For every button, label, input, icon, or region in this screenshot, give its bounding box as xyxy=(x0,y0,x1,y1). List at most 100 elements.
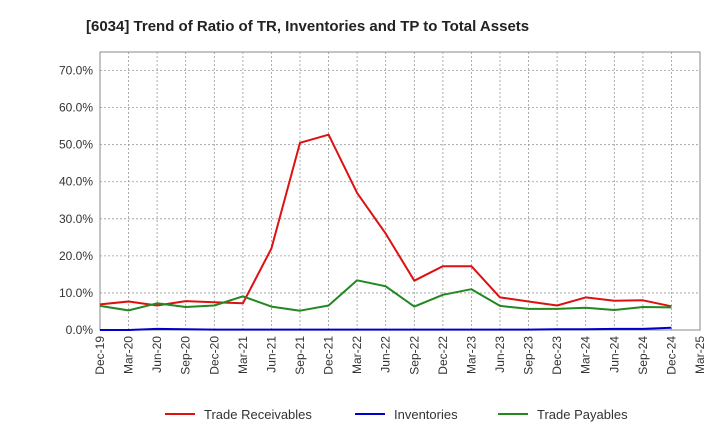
x-tick-label: Jun-23 xyxy=(493,336,507,373)
data-point xyxy=(270,247,272,249)
data-point xyxy=(613,328,615,330)
data-point xyxy=(642,299,644,301)
y-tick-label: 30.0% xyxy=(59,212,93,226)
x-tick-label: Jun-20 xyxy=(150,336,164,373)
x-tick-label: Dec-19 xyxy=(93,336,107,375)
x-tick-label: Sep-20 xyxy=(179,336,193,375)
data-point xyxy=(585,328,587,330)
x-tick-label: Mar-23 xyxy=(464,336,478,374)
data-point xyxy=(185,300,187,302)
x-tick-label: Mar-24 xyxy=(579,336,593,374)
data-point xyxy=(442,294,444,296)
chart-title: [6034] Trend of Ratio of TR, Inventories… xyxy=(86,18,529,35)
data-point xyxy=(585,296,587,298)
x-tick-label: Dec-20 xyxy=(207,336,221,375)
data-point xyxy=(127,300,129,302)
data-point xyxy=(242,302,244,304)
data-point xyxy=(299,328,301,330)
data-point xyxy=(327,328,329,330)
data-point xyxy=(242,295,244,297)
series-line xyxy=(99,133,672,308)
data-point xyxy=(413,328,415,330)
y-tick-label: 70.0% xyxy=(59,64,93,78)
data-point xyxy=(527,328,529,330)
x-tick-label: Jun-22 xyxy=(379,336,393,373)
data-point xyxy=(99,305,101,307)
data-point xyxy=(556,308,558,310)
x-tick-label: Sep-22 xyxy=(407,336,421,375)
data-point xyxy=(413,280,415,282)
data-point xyxy=(356,192,358,194)
data-point xyxy=(156,328,158,330)
data-point xyxy=(156,304,158,306)
data-point xyxy=(127,309,129,311)
y-tick-label: 20.0% xyxy=(59,249,93,263)
data-point xyxy=(670,306,672,308)
data-point xyxy=(327,133,329,135)
data-point xyxy=(299,310,301,312)
grid xyxy=(99,52,701,330)
data-point xyxy=(413,305,415,307)
data-point xyxy=(127,329,129,331)
series-line xyxy=(100,326,672,331)
x-tick-label: Dec-22 xyxy=(436,336,450,375)
data-point xyxy=(270,305,272,307)
data-point xyxy=(242,328,244,330)
data-point xyxy=(327,304,329,306)
data-point xyxy=(556,304,558,306)
data-point xyxy=(185,306,187,308)
x-tick-label: Mar-21 xyxy=(236,336,250,374)
data-point xyxy=(213,301,215,303)
data-point xyxy=(470,288,472,290)
series-lines xyxy=(99,133,672,331)
x-tick-label: Jun-21 xyxy=(264,336,278,373)
data-point xyxy=(470,265,472,267)
x-tick-label: Mar-22 xyxy=(350,336,364,374)
data-point xyxy=(213,304,215,306)
series-line xyxy=(99,279,672,312)
x-tick-label: Sep-23 xyxy=(522,336,536,375)
data-point xyxy=(156,302,158,304)
x-tick-label: Mar-20 xyxy=(122,336,136,374)
data-point xyxy=(213,328,215,330)
data-point xyxy=(385,328,387,330)
x-tick-label: Sep-21 xyxy=(293,336,307,375)
data-point xyxy=(442,328,444,330)
y-tick-label: 50.0% xyxy=(59,138,93,152)
data-point xyxy=(470,328,472,330)
x-tick-label: Dec-21 xyxy=(322,336,336,375)
x-tick-label: Mar-25 xyxy=(693,336,707,374)
data-point xyxy=(613,309,615,311)
data-point xyxy=(527,300,529,302)
data-point xyxy=(499,305,501,307)
data-point xyxy=(356,328,358,330)
data-point xyxy=(442,265,444,267)
x-tick-label: Dec-24 xyxy=(664,336,678,375)
legend-label: Trade Payables xyxy=(537,407,628,422)
x-tick-label: Sep-24 xyxy=(636,336,650,375)
data-point xyxy=(299,142,301,144)
x-tick-label: Dec-23 xyxy=(550,336,564,375)
legend: Trade Receivables Inventories Trade Payabl… xyxy=(165,407,628,422)
data-point xyxy=(385,285,387,287)
data-point xyxy=(556,328,558,330)
y-axis-ticks: 0.0% 10.0% 20.0% 30.0% 40.0% 50.0% 60.0% 70.0% xyxy=(59,64,93,337)
y-tick-label: 10.0% xyxy=(59,286,93,300)
data-point xyxy=(356,279,358,281)
legend-label: Inventories xyxy=(394,407,458,422)
data-point xyxy=(99,329,101,331)
data-point xyxy=(385,232,387,234)
plot-area xyxy=(99,51,701,331)
data-point xyxy=(527,308,529,310)
x-axis-ticks: Dec-19 Mar-20 Jun-20 Sep-20 Dec-20 Mar-21 Jun-… xyxy=(93,336,707,375)
data-point xyxy=(670,327,672,329)
data-point xyxy=(499,328,501,330)
data-point xyxy=(613,300,615,302)
data-point xyxy=(499,296,501,298)
data-point xyxy=(642,306,644,308)
y-tick-label: 0.0% xyxy=(66,323,94,337)
data-point xyxy=(642,328,644,330)
legend-label: Trade Receivables xyxy=(204,407,312,422)
data-point xyxy=(585,307,587,309)
